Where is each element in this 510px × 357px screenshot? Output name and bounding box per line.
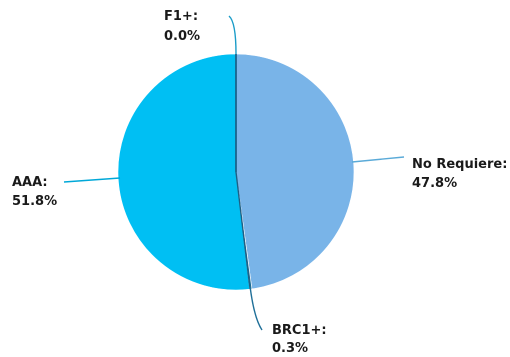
pie-slices [117, 53, 355, 291]
slice-label-no-requiere: No Requiere: [412, 157, 507, 172]
pie-slice-no-requiere [235, 53, 355, 290]
leader-line-f1 [228, 15, 237, 55]
leader-line-brc1 [249, 285, 263, 331]
pie-slice-aaa [117, 53, 251, 291]
slice-label-aaa: AAA: [12, 175, 48, 190]
slice-value-no-requiere: 47.8% [412, 176, 457, 191]
slice-value-brc1: 0.3% [272, 341, 308, 356]
label-brc1: BRC1+: 0.3% [272, 323, 327, 356]
slice-label-f1: F1+: [164, 9, 198, 24]
slice-value-aaa: 51.8% [12, 194, 57, 209]
leader-line-no-requiere [351, 156, 405, 163]
label-aaa: AAA: 51.8% [12, 175, 57, 209]
leader-line-aaa [63, 177, 121, 183]
label-no-requiere: No Requiere: 47.8% [412, 157, 507, 191]
slice-value-f1: 0.0% [164, 29, 200, 44]
label-f1: F1+: 0.0% [164, 9, 200, 44]
leader-lines [63, 15, 405, 331]
slice-label-brc1: BRC1+: [272, 323, 327, 338]
slice-divider [235, 54, 251, 290]
